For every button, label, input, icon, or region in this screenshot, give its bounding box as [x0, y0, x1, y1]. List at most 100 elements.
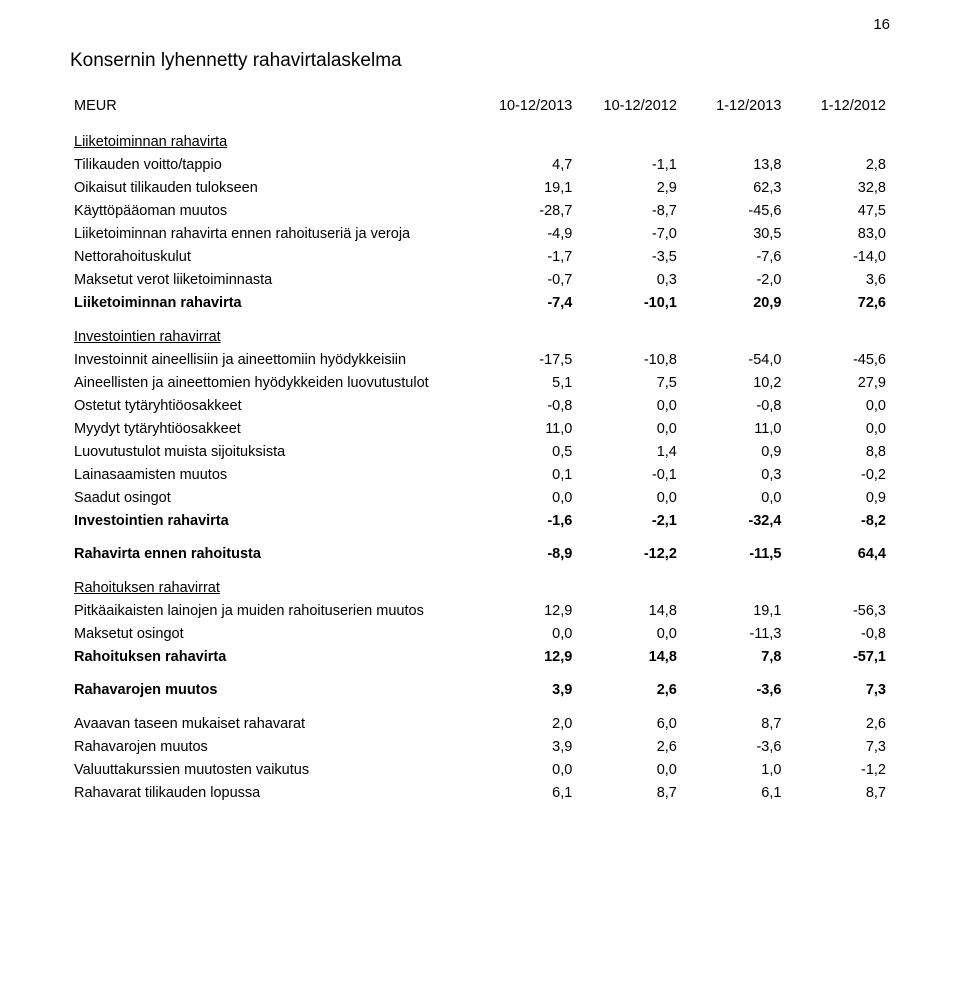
table-row: Maksetut osingot0,00,0-11,3-0,8 — [70, 622, 890, 645]
row-value: 47,5 — [785, 200, 890, 223]
currency-label: MEUR — [70, 90, 472, 120]
row-value: 2,6 — [576, 735, 681, 758]
row-value: -57,1 — [785, 645, 890, 668]
col-header: 1-12/2012 — [785, 90, 890, 120]
row-value: -1,2 — [785, 758, 890, 781]
row-label: Liiketoiminnan rahavirta — [70, 292, 472, 315]
row-value: 14,8 — [576, 599, 681, 622]
table-row: Liiketoiminnan rahavirta-7,4-10,120,972,… — [70, 292, 890, 315]
row-value: 0,0 — [576, 394, 681, 417]
table-row: Rahavarojen muutos3,92,6-3,67,3 — [70, 735, 890, 758]
row-value: 13,8 — [681, 154, 786, 177]
row-label: Investointien rahavirta — [70, 509, 472, 532]
row-value: 8,7 — [576, 781, 681, 804]
row-label: Rahavarat tilikauden lopussa — [70, 781, 472, 804]
row-value: -45,6 — [785, 348, 890, 371]
row-value: 3,6 — [785, 269, 890, 292]
row-value: 2,9 — [576, 177, 681, 200]
row-value: -54,0 — [681, 348, 786, 371]
row-label: Maksetut verot liiketoiminnasta — [70, 269, 472, 292]
table-row: Liiketoiminnan rahavirta ennen rahoituse… — [70, 223, 890, 246]
row-value: -4,9 — [472, 223, 577, 246]
table-row: Investointien rahavirta-1,6-2,1-32,4-8,2 — [70, 509, 890, 532]
row-value: 6,0 — [576, 702, 681, 736]
row-value: 7,3 — [785, 668, 890, 702]
row-value: 8,8 — [785, 440, 890, 463]
row-value: 72,6 — [785, 292, 890, 315]
row-label: Investoinnit aineellisiin ja aineettomii… — [70, 348, 472, 371]
row-value: -0,8 — [681, 394, 786, 417]
row-value: 0,0 — [576, 758, 681, 781]
col-header: 10-12/2013 — [472, 90, 577, 120]
row-value: 6,1 — [681, 781, 786, 804]
row-value: 6,1 — [472, 781, 577, 804]
row-value: 32,8 — [785, 177, 890, 200]
col-header: 1-12/2013 — [681, 90, 786, 120]
row-value: -32,4 — [681, 509, 786, 532]
col-header: 10-12/2012 — [576, 90, 681, 120]
row-value: 0,5 — [472, 440, 577, 463]
row-label: Liiketoiminnan rahavirta ennen rahoituse… — [70, 223, 472, 246]
row-value: -3,6 — [681, 668, 786, 702]
row-label: Ostetut tytäryhtiöosakkeet — [70, 394, 472, 417]
row-value: -7,4 — [472, 292, 577, 315]
table-row: Valuuttakurssien muutosten vaikutus0,00,… — [70, 758, 890, 781]
table-row: Myydyt tytäryhtiöosakkeet11,00,011,00,0 — [70, 417, 890, 440]
table-row: Oikaisut tilikauden tulokseen19,12,962,3… — [70, 177, 890, 200]
row-value: -0,8 — [785, 622, 890, 645]
row-value: -11,5 — [681, 532, 786, 566]
row-value: 64,4 — [785, 532, 890, 566]
row-value: -1,7 — [472, 246, 577, 269]
row-value: -3,6 — [681, 735, 786, 758]
row-value: -0,8 — [472, 394, 577, 417]
row-value: -0,7 — [472, 269, 577, 292]
table-header-row: MEUR10-12/201310-12/20121-12/20131-12/20… — [70, 90, 890, 120]
row-label: Pitkäaikaisten lainojen ja muiden rahoit… — [70, 599, 472, 622]
row-value: 11,0 — [472, 417, 577, 440]
row-value: 0,3 — [681, 463, 786, 486]
document-page: 16 Konsernin lyhennetty rahavirtalaskelm… — [0, 0, 960, 986]
row-value: 83,0 — [785, 223, 890, 246]
row-value: -8,2 — [785, 509, 890, 532]
row-value: 0,0 — [785, 417, 890, 440]
row-value: -7,0 — [576, 223, 681, 246]
table-row: Rahavirta ennen rahoitusta-8,9-12,2-11,5… — [70, 532, 890, 566]
row-label: Oikaisut tilikauden tulokseen — [70, 177, 472, 200]
row-label: Rahavarojen muutos — [70, 668, 472, 702]
table-row: Nettorahoituskulut-1,7-3,5-7,6-14,0 — [70, 246, 890, 269]
row-value: 0,3 — [576, 269, 681, 292]
row-value: 1,0 — [681, 758, 786, 781]
row-value: 5,1 — [472, 371, 577, 394]
row-value: 0,0 — [472, 758, 577, 781]
table-row: Investoinnit aineellisiin ja aineettomii… — [70, 348, 890, 371]
row-value: -11,3 — [681, 622, 786, 645]
row-value: 0,0 — [576, 622, 681, 645]
row-value: 8,7 — [785, 781, 890, 804]
page-number: 16 — [873, 16, 890, 33]
row-value: -8,7 — [576, 200, 681, 223]
row-value: 14,8 — [576, 645, 681, 668]
row-value: 2,0 — [472, 702, 577, 736]
row-value: 0,1 — [472, 463, 577, 486]
row-value: -7,6 — [681, 246, 786, 269]
table-row: Aineellisten ja aineettomien hyödykkeide… — [70, 371, 890, 394]
row-value: 0,0 — [681, 486, 786, 509]
section-heading-row: Rahoituksen rahavirrat — [70, 566, 890, 600]
row-label: Aineellisten ja aineettomien hyödykkeide… — [70, 371, 472, 394]
row-value: -10,8 — [576, 348, 681, 371]
row-value: 1,4 — [576, 440, 681, 463]
row-value: -0,2 — [785, 463, 890, 486]
row-value: 0,0 — [472, 486, 577, 509]
row-value: 7,5 — [576, 371, 681, 394]
row-label: Valuuttakurssien muutosten vaikutus — [70, 758, 472, 781]
row-value: 3,9 — [472, 668, 577, 702]
row-label: Lainasaamisten muutos — [70, 463, 472, 486]
row-value: -56,3 — [785, 599, 890, 622]
row-label: Maksetut osingot — [70, 622, 472, 645]
row-value: 10,2 — [681, 371, 786, 394]
table-row: Rahavarat tilikauden lopussa6,18,76,18,7 — [70, 781, 890, 804]
row-value: -45,6 — [681, 200, 786, 223]
row-label: Käyttöpääoman muutos — [70, 200, 472, 223]
row-value: -1,6 — [472, 509, 577, 532]
row-value: 0,0 — [785, 394, 890, 417]
